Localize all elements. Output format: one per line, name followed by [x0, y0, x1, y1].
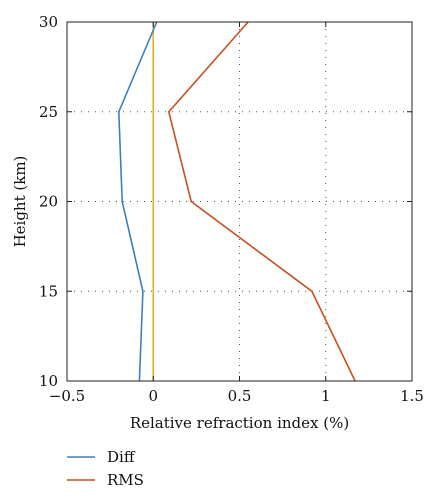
grid-lines [67, 22, 412, 381]
x-tick-label: 1 [321, 387, 331, 405]
series-lines [117, 21, 356, 382]
y-tick-label: 20 [39, 193, 58, 211]
legend-label-diff: Diff [107, 448, 136, 466]
series-line-rms [167, 21, 356, 382]
y-tick-label: 15 [39, 282, 58, 300]
y-axis-ticks: 10 15 20 25 30 [39, 13, 412, 390]
series-line-diff [117, 21, 158, 382]
x-tick-label: 0 [148, 387, 158, 405]
legend: Diff RMS [67, 448, 144, 489]
x-tick-label: −0.5 [49, 387, 85, 405]
x-tick-label: 1.5 [400, 387, 424, 405]
plot-frame [66, 21, 413, 382]
x-tick-label: 0.5 [228, 387, 252, 405]
x-axis-ticks: −0.5 0 0.5 1 1.5 [49, 22, 424, 405]
y-tick-label: 30 [39, 13, 58, 31]
y-axis-label: Height (km) [11, 156, 29, 248]
x-axis-label: Relative refraction index (%) [130, 414, 349, 432]
y-tick-label: 10 [39, 372, 58, 390]
legend-label-rms: RMS [107, 471, 144, 489]
y-tick-label: 25 [39, 103, 58, 121]
